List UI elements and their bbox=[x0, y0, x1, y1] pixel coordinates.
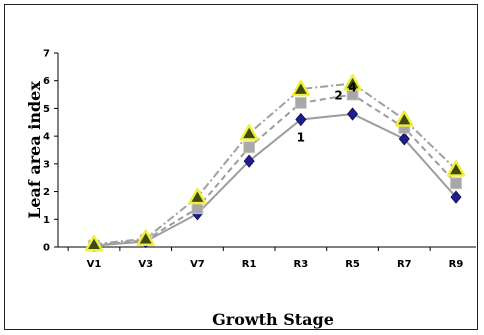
x-tick-label: R1 bbox=[242, 259, 257, 270]
series-1-marker bbox=[295, 112, 307, 127]
y-tick-label: 0 bbox=[43, 243, 50, 254]
series-4-marker bbox=[84, 235, 104, 252]
series-4-marker bbox=[136, 229, 155, 246]
series-4-marker bbox=[395, 110, 414, 127]
series-1-marker bbox=[398, 132, 410, 146]
series-2-marker bbox=[450, 177, 462, 190]
series-4-marker bbox=[343, 74, 362, 91]
series-lines bbox=[93, 82, 457, 247]
series-label-4: 4 bbox=[348, 80, 356, 94]
series-4-marker bbox=[188, 187, 207, 205]
y-tick-label: 6 bbox=[43, 76, 50, 87]
x-axis-title: Growth Stage bbox=[212, 310, 334, 329]
series-line-4 bbox=[93, 82, 457, 246]
y-ticks: 0 1 2 3 4 5 6 7 bbox=[43, 49, 58, 254]
series-label-2: 2 bbox=[334, 89, 342, 103]
y-axis-title: Leaf area index bbox=[25, 81, 44, 219]
series-1-marker bbox=[243, 154, 255, 168]
y-tick-label: 3 bbox=[43, 159, 50, 170]
series-2-marker bbox=[191, 202, 204, 215]
series-4-marker bbox=[446, 160, 466, 177]
y-tick-label: 2 bbox=[43, 187, 50, 198]
y-tick-label: 7 bbox=[43, 49, 50, 60]
x-ticks: V1 V3 V7 R1 R3 R5 R7 R9 bbox=[67, 247, 464, 270]
series-line-1 bbox=[93, 112, 457, 247]
x-tick-label: R5 bbox=[345, 259, 360, 270]
series-1-marker bbox=[347, 107, 359, 121]
series-4-marker bbox=[291, 79, 311, 97]
series-markers bbox=[84, 74, 466, 253]
y-tick-label: 4 bbox=[43, 132, 50, 143]
x-tick-label: R7 bbox=[397, 259, 412, 270]
x-tick-label: V1 bbox=[87, 259, 102, 270]
x-tick-label: R3 bbox=[294, 259, 309, 270]
series-line-2 bbox=[93, 93, 457, 247]
chart-frame bbox=[4, 4, 478, 330]
x-tick-label: V7 bbox=[190, 259, 205, 270]
series-2-marker bbox=[243, 141, 256, 154]
axes bbox=[57, 53, 476, 248]
series-labels: 1 24 bbox=[297, 80, 357, 144]
y-tick-label: 1 bbox=[43, 215, 50, 226]
series-2-marker bbox=[294, 96, 307, 109]
x-tick-label: R9 bbox=[449, 259, 464, 270]
series-1-marker bbox=[450, 190, 462, 204]
y-tick-label: 5 bbox=[43, 104, 50, 115]
x-tick-label: V3 bbox=[138, 259, 153, 270]
series-label-1: 1 bbox=[297, 131, 305, 145]
series-4-marker bbox=[239, 124, 259, 141]
